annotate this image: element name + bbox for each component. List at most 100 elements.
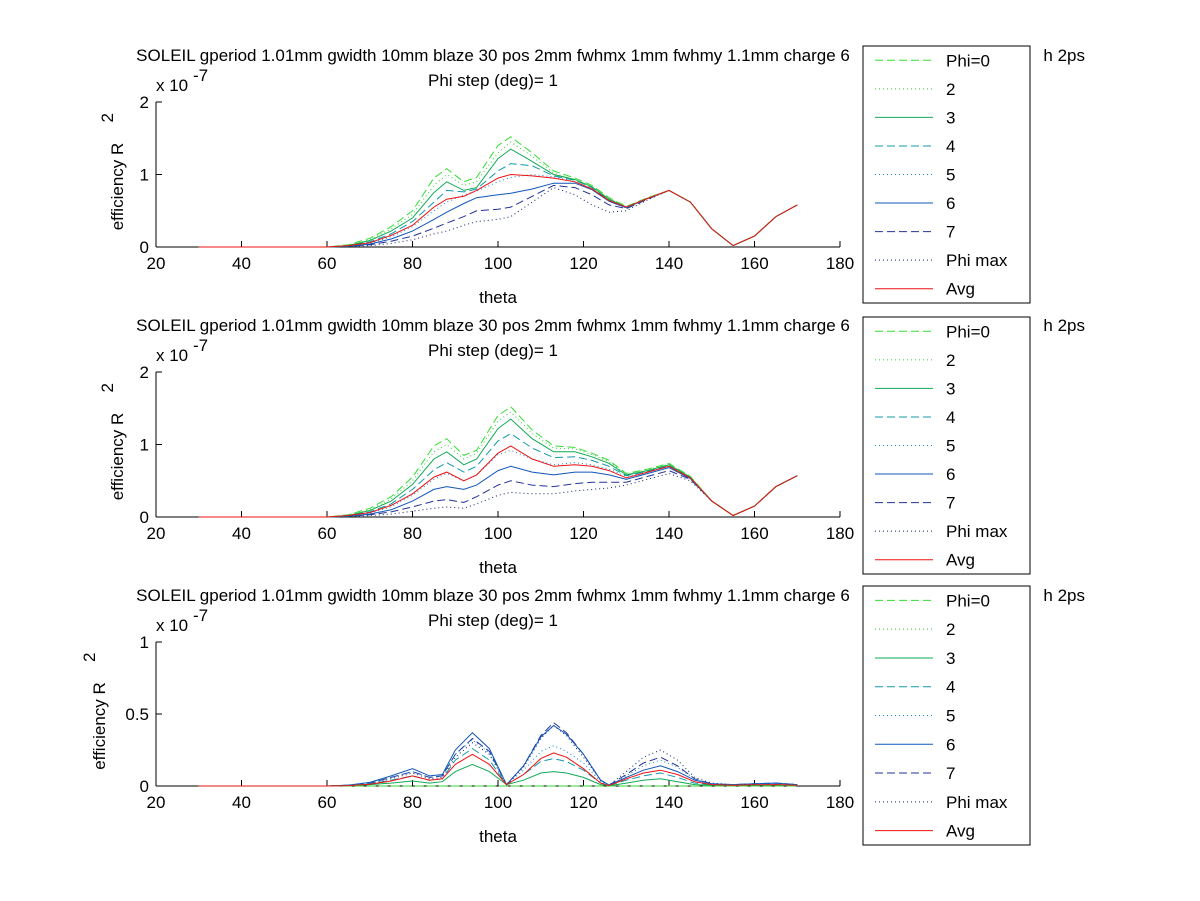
series-line-6 (198, 182, 798, 248)
y-exponent-sup: -7 (193, 66, 208, 85)
x-tick-label: 40 (232, 524, 251, 543)
y-tick-label: 2 (140, 363, 149, 382)
legend-label: Phi=0 (946, 322, 990, 341)
chart-title-suffix: h 2ps (1043, 316, 1085, 335)
y-exponent-sup: -7 (193, 606, 208, 625)
series-line-3 (198, 763, 798, 787)
legend-box (862, 45, 1031, 304)
x-tick-label: 120 (569, 254, 597, 273)
x-tick-label: 100 (484, 793, 512, 812)
series-line-3 (198, 148, 798, 248)
chart-title: SOLEIL gperiod 1.01mm gwidth 10mm blaze … (136, 586, 850, 605)
y-tick-label: 0 (140, 238, 149, 257)
legend-box (862, 585, 1031, 846)
x-tick-label: 20 (147, 524, 166, 543)
series-line-phi-max (198, 187, 798, 248)
x-tick-label: 140 (655, 524, 683, 543)
x-tick-label: 180 (826, 254, 854, 273)
chart-title-suffix: h 2ps (1043, 586, 1085, 605)
legend-label: Avg (946, 551, 975, 570)
legend-label: 4 (946, 408, 955, 427)
y-exponent: x 10 (156, 616, 188, 635)
x-tick-label: 80 (403, 254, 422, 273)
chart-subtitle: Phi step (deg)= 1 (428, 341, 558, 360)
x-tick-label: 20 (147, 254, 166, 273)
y-axis-label-sup: 2 (80, 653, 99, 662)
x-tick-label: 160 (740, 254, 768, 273)
x-axis-label: theta (479, 288, 517, 307)
legend-label: 5 (946, 166, 955, 185)
x-tick-label: 180 (826, 524, 854, 543)
legend-label: Avg (946, 822, 975, 841)
series-line-phi0 (198, 136, 798, 248)
x-tick-label: 100 (484, 254, 512, 273)
series-line-avg (198, 445, 798, 518)
x-tick-label: 60 (318, 793, 337, 812)
x-tick-label: 160 (740, 793, 768, 812)
y-exponent: x 10 (156, 76, 188, 95)
legend-label: 2 (946, 80, 955, 99)
y-axis-label: efficiency R (108, 143, 127, 231)
series-line-phi-max (198, 724, 798, 787)
x-tick-label: 140 (655, 254, 683, 273)
y-tick-label: 0.5 (125, 705, 149, 724)
series-line-5 (198, 739, 798, 787)
series-line-4 (198, 163, 798, 248)
x-tick-label: 60 (318, 254, 337, 273)
legend-label: 4 (946, 137, 955, 156)
series-line-2 (198, 411, 798, 518)
chart-title: SOLEIL gperiod 1.01mm gwidth 10mm blaze … (136, 316, 850, 335)
y-tick-label: 0 (140, 777, 149, 796)
legend-label: Phi=0 (946, 591, 990, 610)
legend-label: 3 (946, 649, 955, 668)
legend-label: 3 (946, 379, 955, 398)
y-tick-label: 1 (140, 436, 149, 455)
series-line-avg (198, 752, 798, 787)
x-tick-label: 40 (232, 793, 251, 812)
chart-subtitle: Phi step (deg)= 1 (428, 71, 558, 90)
legend-label: 6 (946, 465, 955, 484)
x-tick-label: 160 (740, 524, 768, 543)
legend-label: 4 (946, 678, 955, 697)
x-tick-label: 100 (484, 524, 512, 543)
series-line-2 (198, 141, 798, 248)
x-tick-label: 80 (403, 524, 422, 543)
x-tick-label: 60 (318, 524, 337, 543)
series-line-4 (198, 433, 798, 518)
legend-label: Phi max (946, 251, 1008, 270)
x-tick-label: 40 (232, 254, 251, 273)
y-axis-label-sup: 2 (98, 383, 117, 392)
series-line-phi-max (198, 472, 798, 518)
series-line-6 (198, 724, 798, 787)
legend-label: 2 (946, 351, 955, 370)
legend-box (862, 316, 1031, 575)
x-axis-label: theta (479, 827, 517, 846)
legend-label: 6 (946, 194, 955, 213)
legend-label: Phi max (946, 793, 1008, 812)
series-line-7 (198, 721, 798, 787)
legend-label: 5 (946, 707, 955, 726)
legend-label: 5 (946, 437, 955, 456)
y-tick-label: 0 (140, 508, 149, 527)
legend-label: 7 (946, 764, 955, 783)
y-axis-label-sup: 2 (98, 113, 117, 122)
series-line-7 (198, 470, 798, 518)
series-line-avg (198, 173, 798, 248)
legend-label: 7 (946, 223, 955, 242)
x-tick-label: 120 (569, 524, 597, 543)
series-line-5 (198, 449, 798, 518)
x-tick-label: 20 (147, 793, 166, 812)
x-axis-label: theta (479, 558, 517, 577)
y-exponent: x 10 (156, 346, 188, 365)
series-line-6 (198, 465, 798, 518)
y-exponent-sup: -7 (193, 336, 208, 355)
chart-title-suffix: h 2ps (1043, 46, 1085, 65)
legend-label: 3 (946, 108, 955, 127)
series-line-phi0 (198, 406, 798, 518)
y-tick-label: 1 (140, 166, 149, 185)
x-tick-label: 140 (655, 793, 683, 812)
y-axis-label: efficiency R (90, 682, 109, 770)
x-tick-label: 120 (569, 793, 597, 812)
x-tick-label: 180 (826, 793, 854, 812)
